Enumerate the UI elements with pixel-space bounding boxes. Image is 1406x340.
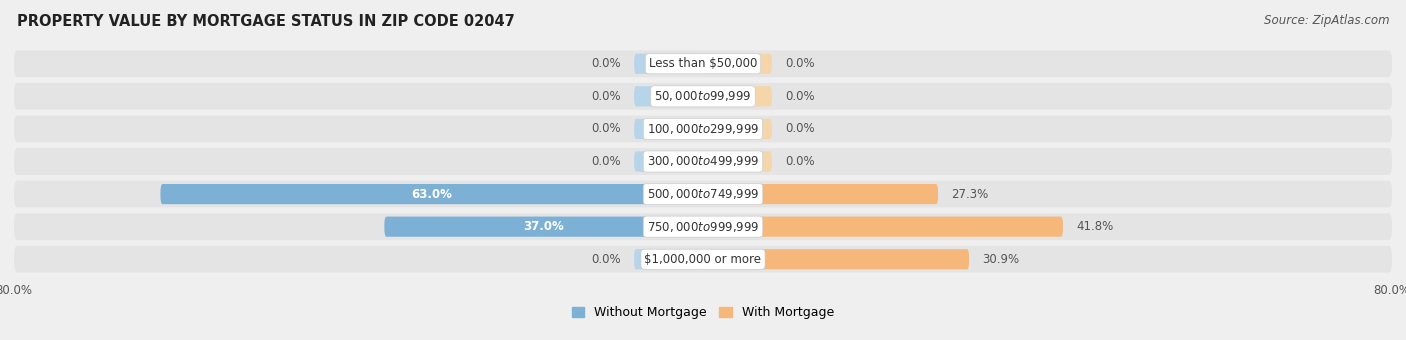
Text: PROPERTY VALUE BY MORTGAGE STATUS IN ZIP CODE 02047: PROPERTY VALUE BY MORTGAGE STATUS IN ZIP… <box>17 14 515 29</box>
Text: Less than $50,000: Less than $50,000 <box>648 57 758 70</box>
Text: 0.0%: 0.0% <box>592 57 621 70</box>
Text: 30.9%: 30.9% <box>981 253 1019 266</box>
Text: 0.0%: 0.0% <box>592 155 621 168</box>
FancyBboxPatch shape <box>703 151 772 172</box>
Text: $300,000 to $499,999: $300,000 to $499,999 <box>647 154 759 169</box>
FancyBboxPatch shape <box>14 50 1392 77</box>
Text: $50,000 to $99,999: $50,000 to $99,999 <box>654 89 752 103</box>
FancyBboxPatch shape <box>634 119 703 139</box>
FancyBboxPatch shape <box>634 151 703 172</box>
FancyBboxPatch shape <box>634 86 703 106</box>
Text: 0.0%: 0.0% <box>785 57 814 70</box>
Text: $750,000 to $999,999: $750,000 to $999,999 <box>647 220 759 234</box>
Text: $500,000 to $749,999: $500,000 to $749,999 <box>647 187 759 201</box>
Legend: Without Mortgage, With Mortgage: Without Mortgage, With Mortgage <box>567 301 839 324</box>
Text: 0.0%: 0.0% <box>785 90 814 103</box>
Text: $100,000 to $299,999: $100,000 to $299,999 <box>647 122 759 136</box>
FancyBboxPatch shape <box>14 213 1392 240</box>
Text: 0.0%: 0.0% <box>785 122 814 135</box>
FancyBboxPatch shape <box>634 249 703 269</box>
FancyBboxPatch shape <box>14 83 1392 110</box>
FancyBboxPatch shape <box>703 119 772 139</box>
Text: Source: ZipAtlas.com: Source: ZipAtlas.com <box>1264 14 1389 27</box>
FancyBboxPatch shape <box>703 217 1063 237</box>
FancyBboxPatch shape <box>634 54 703 74</box>
Text: 27.3%: 27.3% <box>950 188 988 201</box>
FancyBboxPatch shape <box>703 86 772 106</box>
FancyBboxPatch shape <box>703 54 772 74</box>
FancyBboxPatch shape <box>14 148 1392 175</box>
Text: 37.0%: 37.0% <box>523 220 564 233</box>
FancyBboxPatch shape <box>703 249 969 269</box>
Text: 0.0%: 0.0% <box>592 253 621 266</box>
FancyBboxPatch shape <box>384 217 703 237</box>
Text: 0.0%: 0.0% <box>785 155 814 168</box>
FancyBboxPatch shape <box>160 184 703 204</box>
FancyBboxPatch shape <box>14 116 1392 142</box>
Text: 0.0%: 0.0% <box>592 122 621 135</box>
Text: 41.8%: 41.8% <box>1076 220 1114 233</box>
Text: 63.0%: 63.0% <box>412 188 453 201</box>
FancyBboxPatch shape <box>14 246 1392 273</box>
Text: $1,000,000 or more: $1,000,000 or more <box>644 253 762 266</box>
FancyBboxPatch shape <box>14 181 1392 207</box>
Text: 0.0%: 0.0% <box>592 90 621 103</box>
FancyBboxPatch shape <box>703 184 938 204</box>
